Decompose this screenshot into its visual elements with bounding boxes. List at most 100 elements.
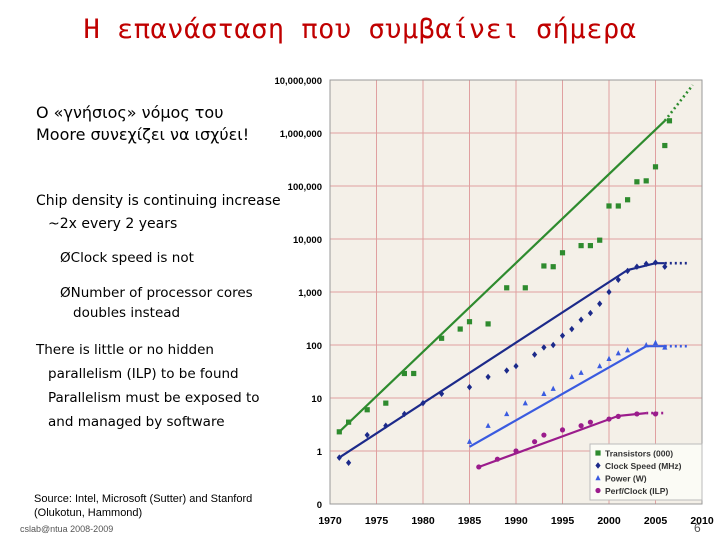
data-point (485, 373, 491, 381)
data-point (643, 342, 649, 348)
data-point (569, 325, 575, 333)
trend-line (338, 262, 665, 459)
y-tick-label: 10,000,000 (274, 76, 322, 87)
data-point (587, 419, 594, 425)
data-point (578, 423, 584, 429)
data-point (494, 456, 500, 462)
data-point (606, 355, 612, 361)
data-point (643, 178, 649, 184)
data-point (364, 407, 370, 413)
data-point (550, 264, 556, 270)
y-tick-label: 10,000 (293, 235, 322, 246)
bullet-moore-text: Ο «γνήσιος» νόμος του Moore συνεχίζει να… (36, 103, 250, 144)
data-point (532, 439, 538, 445)
series-group (476, 411, 665, 470)
data-point (606, 416, 612, 422)
sub-bullet-cores-text: Number of processor cores doubles instea… (70, 285, 253, 321)
y-tick-label: 10 (311, 394, 322, 405)
data-point (522, 400, 528, 406)
data-point (550, 385, 556, 391)
x-tick-label: 1970 (318, 515, 342, 527)
data-point (595, 450, 601, 456)
data-point (485, 321, 491, 327)
data-point (383, 400, 389, 406)
y-tick-label: 1,000,000 (280, 129, 322, 140)
data-point (336, 454, 342, 461)
y-tick-label: 100,000 (288, 182, 322, 193)
data-point (439, 335, 445, 341)
legend-box (589, 443, 703, 501)
data-point (666, 118, 673, 124)
page-number: 6 (694, 521, 701, 535)
y-tick-label: 1,000 (298, 288, 322, 299)
sub-bullet-clock: ØClock speed is not (60, 248, 260, 268)
data-point (662, 344, 668, 350)
x-tick-label: 1985 (458, 515, 482, 527)
data-point (652, 411, 659, 417)
x-tick-label: 2005 (644, 515, 668, 527)
data-point (541, 263, 547, 269)
data-point (625, 347, 631, 353)
legend-label: Power (W) (605, 474, 647, 484)
data-point (541, 390, 547, 397)
axes: 0 1 10 100 1,000 10,000 100,000 1,000,000 10,000… (274, 76, 713, 527)
data-point (615, 276, 621, 283)
data-point (466, 319, 473, 325)
page-title: Η επανάσταση που συμβαίνει σήμερα (83, 14, 637, 45)
data-point (346, 459, 352, 466)
data-point (595, 475, 601, 481)
legend-label: Transistors (000) (605, 449, 673, 459)
data-point (597, 300, 603, 307)
data-point (662, 263, 668, 270)
data-point (364, 431, 370, 439)
data-point (559, 250, 566, 256)
arrow-bullet-icon: Ø (60, 285, 71, 301)
trend-line (338, 120, 666, 433)
arrow-bullet-icon: Ø (60, 250, 71, 266)
data-point (522, 285, 528, 291)
data-point (595, 487, 601, 494)
data-point (504, 285, 510, 291)
data-point (476, 464, 482, 470)
data-point (615, 203, 621, 209)
data-point (615, 413, 621, 419)
data-point (513, 362, 519, 370)
data-point (578, 243, 584, 249)
data-point (625, 267, 631, 275)
data-point (606, 203, 612, 209)
data-point (466, 438, 473, 444)
data-point (569, 373, 575, 380)
data-point (401, 370, 407, 377)
data-point (466, 383, 473, 391)
data-point (485, 422, 491, 428)
x-tick-label: 2000 (597, 515, 621, 527)
legend-label: Clock Speed (MHz) (605, 461, 682, 471)
data-point (532, 351, 538, 358)
data-point (383, 422, 389, 429)
bullet-chip-density: Chip density is continuing increase ~2x … (36, 193, 281, 232)
data-point (578, 369, 584, 375)
data-point (643, 260, 649, 268)
data-point (457, 326, 463, 332)
series-layer (336, 84, 694, 470)
data-point (652, 164, 659, 170)
legend: Transistors (000) Clock Speed (MHz) Power … (589, 443, 703, 501)
footer-text: cslab@ntua 2008-2009 (20, 524, 114, 534)
y-tick-label: 1 (317, 447, 323, 458)
data-point (625, 197, 631, 203)
source-citation: Source: Intel, Microsoft (Sutter) and St… (34, 493, 253, 519)
series-group (466, 339, 688, 448)
data-point (652, 259, 659, 266)
sub-bullet-clock-text: Clock speed is not (70, 250, 194, 266)
data-point (652, 339, 659, 346)
data-point (420, 399, 426, 407)
data-point (634, 411, 640, 417)
data-point (541, 344, 547, 351)
data-point (550, 341, 556, 349)
data-point (595, 462, 601, 469)
y-tick-label: 100 (306, 341, 322, 352)
data-point (439, 390, 445, 398)
data-point (634, 179, 640, 185)
data-point (346, 419, 352, 425)
